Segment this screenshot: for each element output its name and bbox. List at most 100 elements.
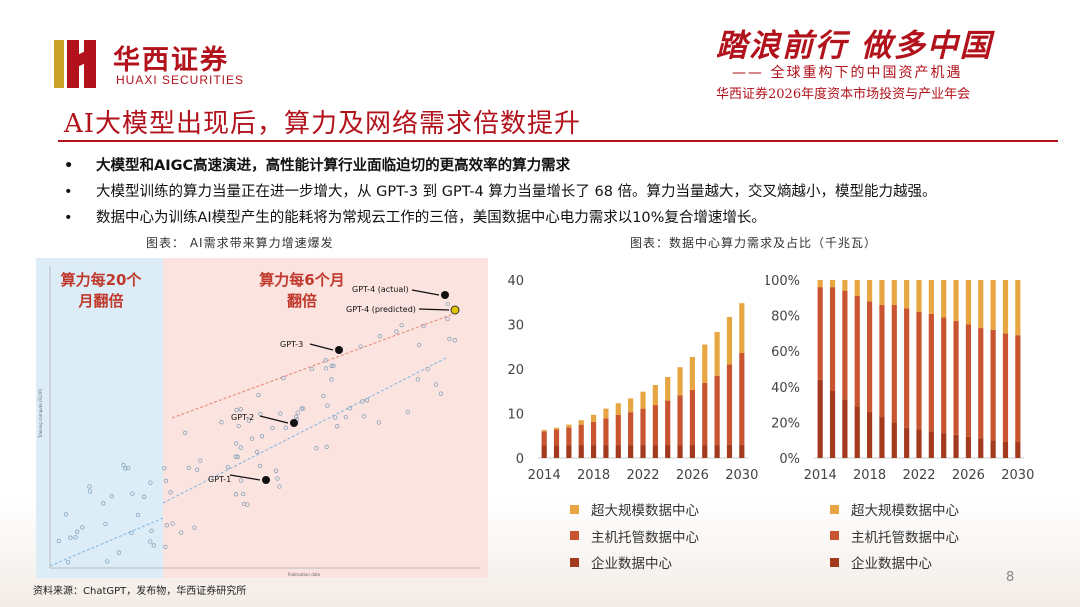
scatter-point xyxy=(162,466,167,471)
gpt-3-label: GPT-3 xyxy=(280,340,303,349)
scatter-point xyxy=(170,521,175,526)
scatter-point xyxy=(256,392,261,398)
chart-2-legend: 超大规模数据中心 主机托管数据中心 企业数据中心 xyxy=(830,496,959,576)
scatter-point xyxy=(65,560,71,565)
scatter-point xyxy=(179,530,184,535)
legend-swatch xyxy=(570,531,579,541)
bar-segment xyxy=(928,431,934,458)
legend-item: 企业数据中心 xyxy=(830,549,959,576)
conference-title: 踏浪前行 做多中国 xyxy=(716,28,993,64)
scatter-point xyxy=(75,529,80,534)
scatter-point xyxy=(68,535,73,540)
scatter-point xyxy=(148,480,153,485)
bar-segment xyxy=(566,427,572,446)
gpt-4-actual-label: GPT-4 (actual) xyxy=(352,285,409,294)
y-axis-label: Training compute (FLOP) xyxy=(38,389,43,439)
bar-segment xyxy=(978,328,984,439)
x-tick-label: 2014 xyxy=(804,468,837,483)
bullet-dot: • xyxy=(64,210,73,226)
bar-segment xyxy=(817,280,823,288)
bar-segment xyxy=(904,280,910,309)
scatter-point xyxy=(333,415,338,420)
scatter-point xyxy=(323,366,329,371)
bar-segment xyxy=(714,375,720,446)
scatter-point xyxy=(278,411,283,416)
scatter-point xyxy=(376,420,381,425)
scatter-point xyxy=(164,523,169,528)
scatter-point xyxy=(103,521,108,527)
bar-segment xyxy=(603,445,609,458)
gpt-4-predicted-label: GPT-4 (predicted) xyxy=(346,305,416,314)
bar-segment xyxy=(879,304,885,418)
gpt-3-point xyxy=(335,346,343,354)
bar-segment xyxy=(916,312,922,430)
scatter-point xyxy=(394,329,399,334)
bar-segment xyxy=(553,429,560,446)
scatter-point xyxy=(234,441,239,446)
bar-segment xyxy=(965,324,972,437)
bar-segment xyxy=(628,445,634,458)
scatter-point xyxy=(325,403,330,408)
scatter-point xyxy=(259,434,265,439)
scatter-point xyxy=(452,338,457,343)
bar-segment xyxy=(817,379,823,458)
bullet-dot: • xyxy=(64,184,73,200)
scatter-point xyxy=(109,494,114,499)
bar-segment xyxy=(566,445,572,458)
scatter-point xyxy=(399,322,404,328)
bar-segment xyxy=(566,424,572,428)
legend-swatch xyxy=(570,557,579,567)
scatter-point xyxy=(445,301,450,307)
bar-segment xyxy=(702,344,708,383)
bar-segment xyxy=(953,434,959,458)
gpt-2-point xyxy=(290,419,298,427)
bar-segment xyxy=(1002,280,1009,334)
bar-segment xyxy=(904,427,910,458)
scatter-point xyxy=(238,407,243,412)
zone-20-month xyxy=(36,258,163,578)
bar-segment xyxy=(714,332,720,376)
scatter-point xyxy=(56,538,62,544)
gpt-2-arrow xyxy=(259,415,289,424)
bar-segment xyxy=(990,280,996,330)
bar-segment xyxy=(726,444,733,458)
y-tick-label: 0 xyxy=(516,452,524,467)
legend-label: 主机托管数据中心 xyxy=(591,529,699,546)
bar-segment xyxy=(854,280,860,297)
bar-segment xyxy=(739,444,745,458)
scatter-point xyxy=(135,512,141,518)
bar-segment xyxy=(990,329,996,441)
bar-segment xyxy=(1002,441,1009,458)
bar-segment xyxy=(689,389,696,446)
gpt-4-predicted-point xyxy=(450,305,460,315)
compute-trend-image: 算力每20个月翻倍 算力每6个月翻倍 Training compute (FLO… xyxy=(36,258,488,578)
bar-segment xyxy=(702,445,708,458)
scatter-point xyxy=(151,543,156,548)
bar-segment xyxy=(978,438,984,458)
bar-segment xyxy=(941,280,947,318)
bar-segment xyxy=(652,405,658,446)
scatter-point xyxy=(361,414,366,419)
logo-name-en: HUAXI SECURITIES xyxy=(116,73,245,87)
bar-segment xyxy=(590,445,597,458)
bar-segment xyxy=(689,356,696,390)
bar-segment xyxy=(652,445,658,458)
bar-segment xyxy=(541,431,547,446)
scatter-point xyxy=(245,502,250,507)
scatter-point xyxy=(87,484,92,489)
scatter-point xyxy=(241,501,247,507)
bar-segment xyxy=(965,436,972,458)
bar-segment xyxy=(928,313,934,432)
bar-segment xyxy=(990,440,996,458)
bar-segment xyxy=(854,296,860,407)
bar-segment xyxy=(866,301,873,412)
bar-segment xyxy=(603,408,609,419)
bullet-dot: • xyxy=(64,158,74,174)
scatter-point xyxy=(121,463,126,468)
scatter-point xyxy=(299,406,304,411)
scatter-point xyxy=(238,478,244,483)
scatter-point xyxy=(168,490,173,495)
scatter-point xyxy=(249,436,255,441)
conference-subtitle-2: 华西证券2026年度资本市场投资与产业年会 xyxy=(716,87,971,102)
legend-label: 企业数据中心 xyxy=(591,556,672,573)
